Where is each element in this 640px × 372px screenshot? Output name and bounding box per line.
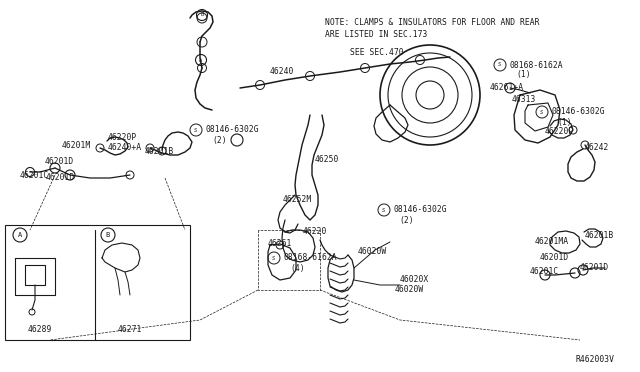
Text: 08146-6302G: 08146-6302G: [393, 205, 447, 215]
Text: R462003V: R462003V: [576, 356, 615, 365]
Text: 46201D: 46201D: [45, 157, 74, 167]
Text: 46240: 46240: [270, 67, 294, 77]
Text: 46020W: 46020W: [358, 247, 387, 257]
Text: 08146-6302G: 08146-6302G: [551, 108, 605, 116]
Text: 46289: 46289: [28, 326, 52, 334]
Text: ARE LISTED IN SEC.173: ARE LISTED IN SEC.173: [325, 30, 428, 39]
Text: A: A: [200, 58, 203, 62]
Text: 46201MA: 46201MA: [535, 237, 569, 247]
Text: (2): (2): [399, 215, 413, 224]
Text: B: B: [106, 232, 110, 238]
Text: 46201C: 46201C: [20, 170, 49, 180]
Text: S: S: [273, 256, 276, 260]
Text: S: S: [540, 109, 543, 115]
Text: 46261+A: 46261+A: [490, 83, 524, 93]
Text: (4): (4): [290, 263, 305, 273]
Text: 46020W: 46020W: [395, 285, 424, 295]
Text: 46201M: 46201M: [62, 141, 92, 150]
Text: S: S: [499, 62, 502, 67]
Text: (1): (1): [516, 71, 531, 80]
Text: A: A: [18, 232, 22, 238]
Text: 46220P: 46220P: [545, 128, 574, 137]
Text: 08168-6162A: 08168-6162A: [510, 61, 564, 70]
Text: 46271: 46271: [118, 326, 142, 334]
Text: S: S: [195, 128, 198, 132]
Text: 46201D: 46201D: [580, 263, 609, 273]
Text: 46240+A: 46240+A: [108, 144, 142, 153]
Text: 46201B: 46201B: [585, 231, 614, 240]
Text: SEE SEC.470: SEE SEC.470: [350, 48, 404, 57]
Text: 46220P: 46220P: [108, 134, 137, 142]
Text: 46201D: 46201D: [45, 173, 75, 183]
Text: 46250: 46250: [315, 155, 339, 164]
Text: 08146-6302G: 08146-6302G: [206, 125, 260, 135]
Text: B: B: [200, 13, 204, 17]
Text: 46201B: 46201B: [145, 148, 174, 157]
Text: NOTE: CLAMPS & INSULATORS FOR FLOOR AND REAR: NOTE: CLAMPS & INSULATORS FOR FLOOR AND …: [325, 18, 540, 27]
Text: 46313: 46313: [512, 96, 536, 105]
Text: (2): (2): [212, 135, 227, 144]
FancyBboxPatch shape: [5, 225, 190, 340]
Text: 46220: 46220: [303, 228, 328, 237]
Text: 46201C: 46201C: [530, 267, 559, 276]
Text: 46252M: 46252M: [283, 196, 312, 205]
Text: 08168-6162A: 08168-6162A: [284, 253, 338, 263]
Text: (1): (1): [557, 118, 572, 126]
Text: 46261: 46261: [268, 240, 292, 248]
Text: 46201D: 46201D: [540, 253, 569, 263]
Text: 46020X: 46020X: [400, 276, 429, 285]
Text: 46242: 46242: [585, 144, 609, 153]
Text: S: S: [382, 208, 386, 212]
